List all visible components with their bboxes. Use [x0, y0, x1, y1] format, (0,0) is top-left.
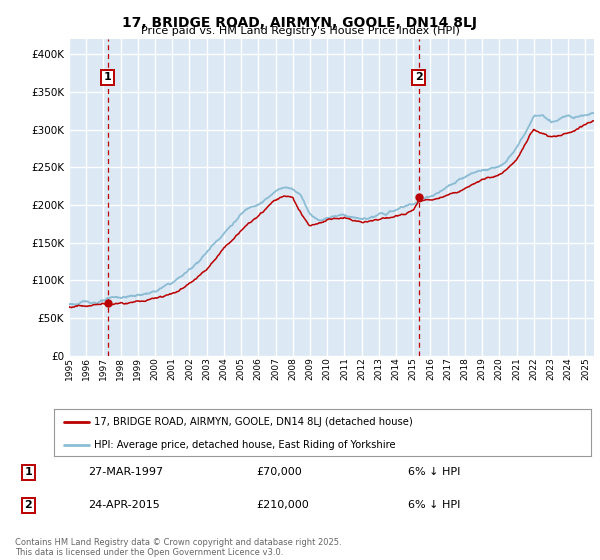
- Text: 1: 1: [25, 467, 32, 477]
- Text: 2: 2: [25, 500, 32, 510]
- Text: 17, BRIDGE ROAD, AIRMYN, GOOLE, DN14 8LJ (detached house): 17, BRIDGE ROAD, AIRMYN, GOOLE, DN14 8LJ…: [94, 417, 413, 427]
- Text: Contains HM Land Registry data © Crown copyright and database right 2025.
This d: Contains HM Land Registry data © Crown c…: [15, 538, 341, 557]
- Text: 6% ↓ HPI: 6% ↓ HPI: [408, 467, 460, 477]
- Text: £210,000: £210,000: [256, 500, 309, 510]
- Text: Price paid vs. HM Land Registry's House Price Index (HPI): Price paid vs. HM Land Registry's House …: [140, 26, 460, 36]
- Text: £70,000: £70,000: [256, 467, 302, 477]
- Text: 17, BRIDGE ROAD, AIRMYN, GOOLE, DN14 8LJ: 17, BRIDGE ROAD, AIRMYN, GOOLE, DN14 8LJ: [122, 16, 478, 30]
- Text: 2: 2: [415, 72, 422, 82]
- Text: 1: 1: [104, 72, 112, 82]
- Text: HPI: Average price, detached house, East Riding of Yorkshire: HPI: Average price, detached house, East…: [94, 440, 396, 450]
- Text: 27-MAR-1997: 27-MAR-1997: [88, 467, 163, 477]
- Text: 24-APR-2015: 24-APR-2015: [88, 500, 160, 510]
- Text: 6% ↓ HPI: 6% ↓ HPI: [408, 500, 460, 510]
